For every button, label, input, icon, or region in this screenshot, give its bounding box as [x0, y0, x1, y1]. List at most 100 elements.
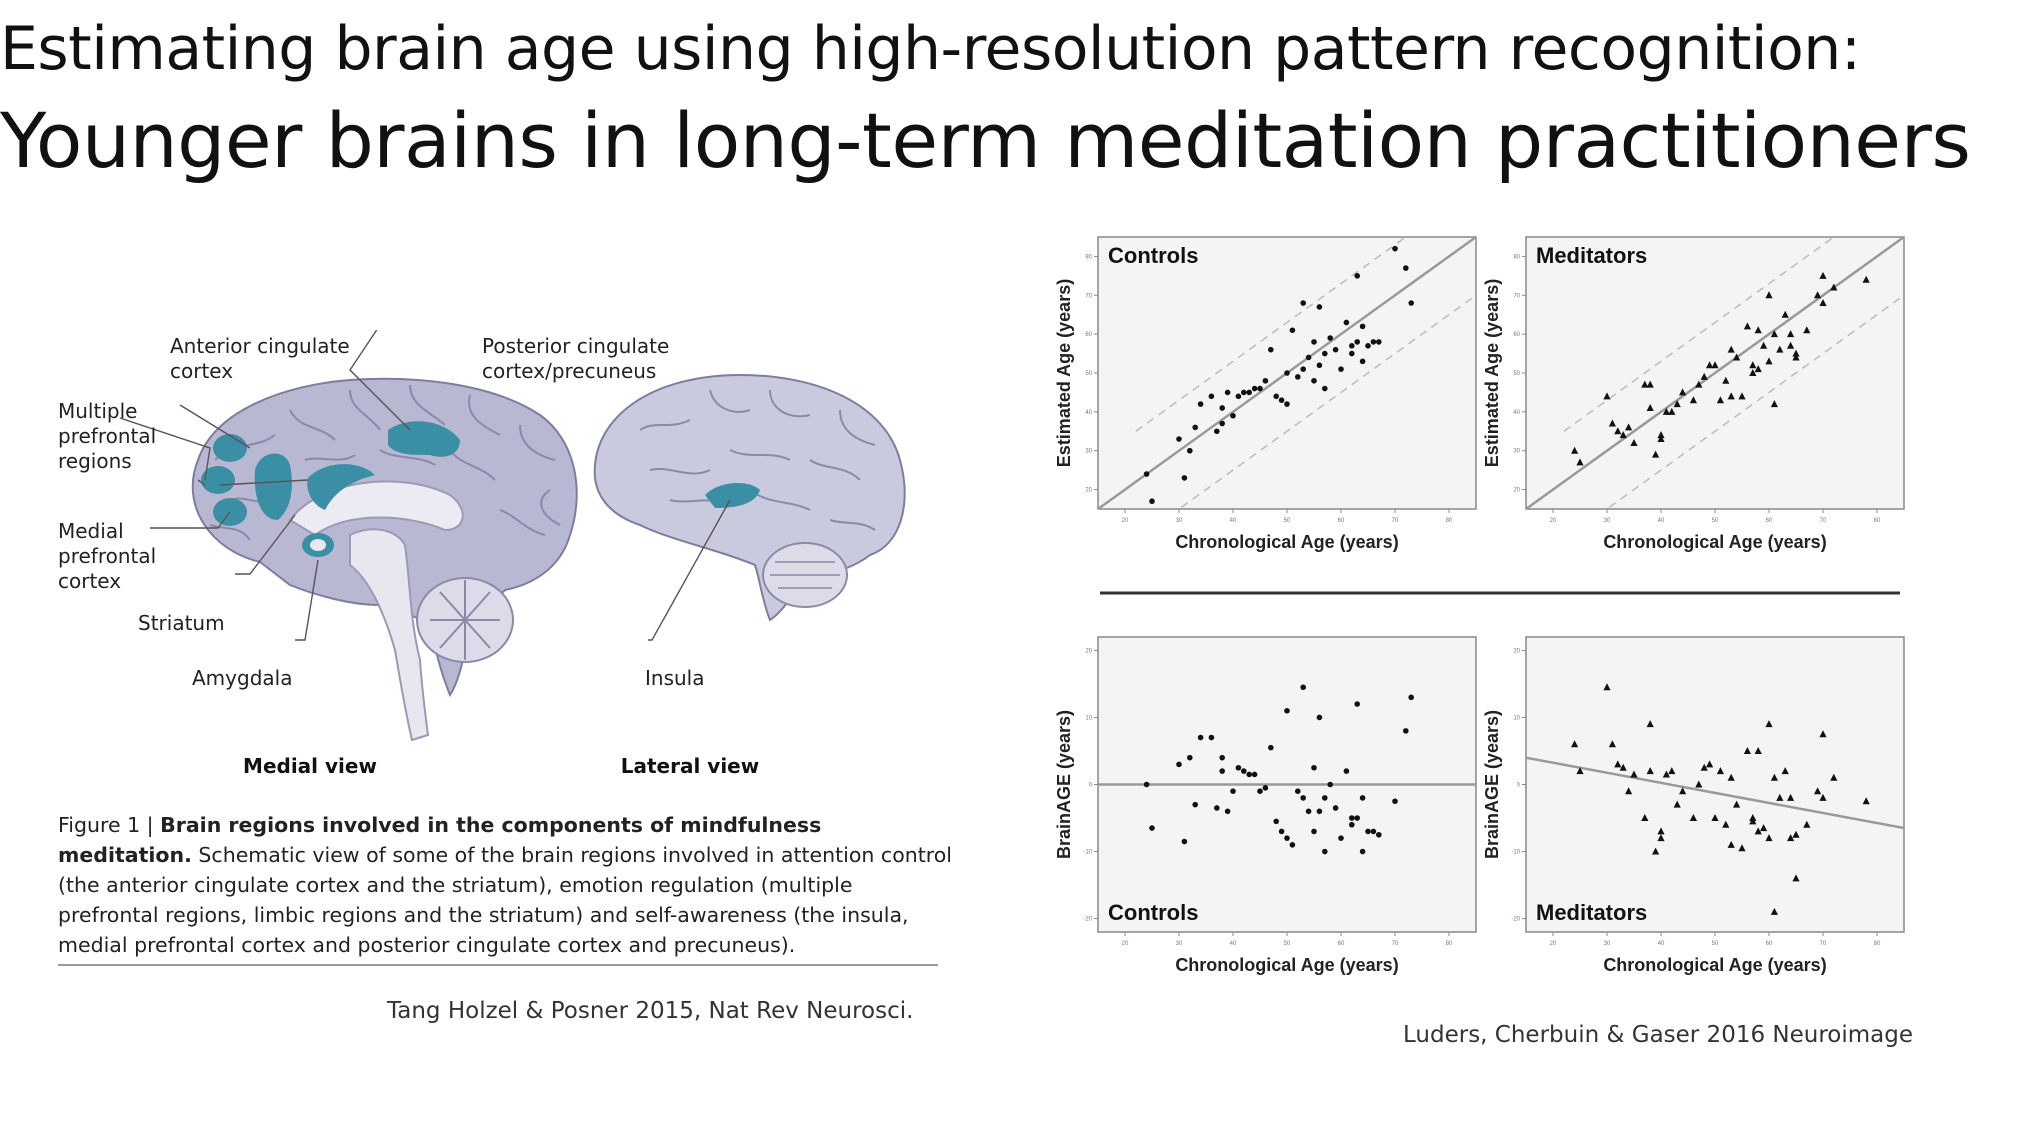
data-point [1819, 793, 1827, 801]
data-point [1814, 291, 1822, 299]
data-point [1284, 401, 1290, 407]
data-point [1630, 770, 1638, 778]
data-point [1219, 768, 1225, 774]
data-point [1365, 828, 1371, 835]
data-point [1770, 330, 1778, 338]
data-point [1246, 771, 1252, 778]
data-point [1776, 345, 1784, 353]
region-anterior-cingulate [254, 453, 292, 520]
data-point [1343, 319, 1350, 326]
data-point [1830, 773, 1838, 781]
data-point [1571, 740, 1579, 748]
data-point [1305, 808, 1312, 815]
data-point [1327, 781, 1333, 788]
data-point [1657, 435, 1665, 443]
data-point [1316, 362, 1323, 369]
data-point [1608, 419, 1616, 427]
data-point [1792, 830, 1800, 838]
data-point [1603, 683, 1611, 691]
label-mpfc-1: Medial [58, 519, 124, 543]
y-tick-label: 0 [1089, 783, 1093, 789]
data-point [1652, 847, 1660, 855]
y-tick-label: 70 [1085, 293, 1092, 299]
y-tick-label: -20 [1083, 917, 1092, 923]
label-mpr-3: regions [58, 449, 132, 473]
data-point [1862, 275, 1870, 283]
data-point [1192, 424, 1198, 431]
label-striatum: Striatum [138, 611, 225, 635]
data-point [1403, 728, 1409, 734]
medial-view-label: Medial view [243, 754, 377, 778]
data-point [1197, 401, 1204, 407]
data-point [1349, 815, 1355, 821]
data-point [1311, 377, 1317, 384]
data-point [1208, 734, 1215, 741]
data-point [1679, 388, 1687, 396]
data-point [1657, 827, 1665, 835]
data-point [1803, 326, 1811, 334]
data-point [1603, 392, 1611, 400]
x-axis-label: Chronological Age (years) [1175, 532, 1398, 552]
data-point [1765, 291, 1773, 299]
data-point [1657, 431, 1665, 439]
data-point [1743, 746, 1751, 754]
data-point [1787, 793, 1795, 801]
y-tick-label: 60 [1085, 332, 1092, 338]
label-mpr-1: Multiple [58, 399, 137, 423]
y-tick-label: 30 [1085, 449, 1092, 455]
x-tick-label: 80 [1874, 518, 1881, 524]
data-point [1716, 396, 1724, 404]
data-point [1630, 438, 1638, 446]
data-point [1695, 780, 1703, 788]
x-tick-label: 30 [1176, 518, 1183, 524]
label-amygdala: Amygdala [192, 666, 292, 690]
x-tick-label: 60 [1766, 941, 1773, 947]
data-point [1300, 684, 1306, 691]
data-point [1614, 760, 1622, 768]
data-point [1408, 694, 1414, 701]
data-point [1711, 814, 1719, 822]
data-point [1176, 436, 1182, 442]
region-prefrontal-upper [213, 434, 247, 462]
data-point [1376, 831, 1382, 838]
data-point [1646, 720, 1654, 728]
x-tick-label: 40 [1230, 518, 1237, 524]
data-point [1219, 754, 1225, 761]
data-point [1349, 821, 1355, 828]
data-point [1219, 405, 1225, 411]
data-point [1819, 271, 1827, 279]
data-point [1733, 353, 1741, 361]
data-point [1722, 820, 1730, 828]
data-point [1679, 787, 1687, 795]
data-point [1733, 800, 1741, 808]
data-point [1214, 428, 1220, 435]
data-point [1241, 768, 1247, 774]
data-point [1738, 392, 1746, 400]
data-point [1305, 354, 1312, 361]
data-point [1770, 400, 1778, 408]
data-point [1332, 805, 1339, 811]
data-point [1727, 773, 1735, 781]
x-axis-label: Chronological Age (years) [1603, 532, 1826, 552]
data-point [1689, 396, 1697, 404]
data-point [1781, 310, 1789, 318]
data-point [1765, 357, 1773, 365]
data-point [1311, 828, 1317, 835]
data-point [1284, 835, 1290, 841]
y-tick-label: 20 [1085, 648, 1092, 654]
data-point [1765, 720, 1773, 728]
data-point [1814, 787, 1822, 795]
chart-panel-1: 20 30 40 50 60 70 80 20 30 40 50 60 70 80 Controls Chro… [1054, 236, 1477, 552]
data-point [1711, 361, 1719, 369]
data-point [1224, 389, 1231, 396]
data-point [1787, 341, 1795, 349]
chart-title: Meditators [1536, 900, 1647, 925]
data-point [1754, 746, 1762, 754]
data-point [1760, 341, 1768, 349]
data-point [1354, 815, 1360, 821]
y-tick-label: -10 [1511, 850, 1520, 856]
data-point [1803, 820, 1811, 828]
data-point [1576, 458, 1584, 466]
x-tick-label: 20 [1122, 518, 1129, 524]
y-tick-label: 10 [1513, 715, 1520, 721]
